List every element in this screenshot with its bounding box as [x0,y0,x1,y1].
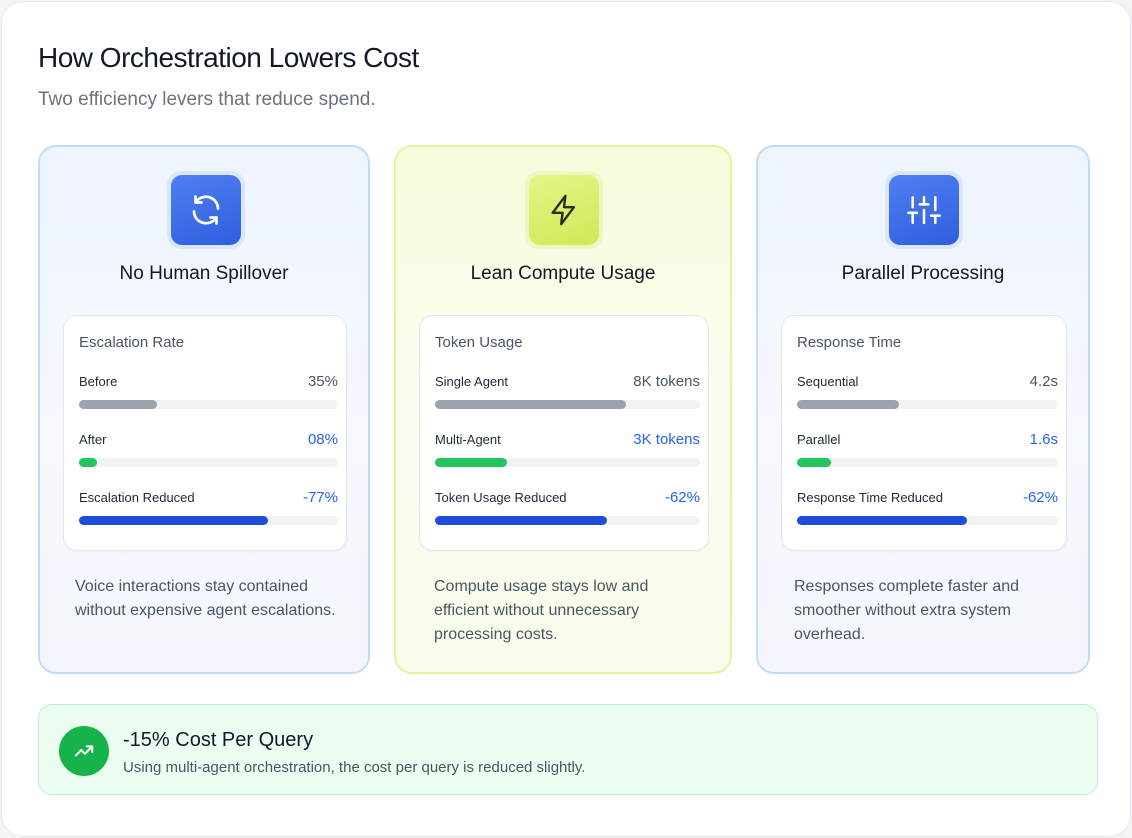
progress-track [435,516,700,525]
row-value: -62% [1022,489,1058,506]
card-title: No Human Spillover [119,263,289,284]
card-icon-wrap [525,171,603,249]
metric-row: Escalation Reduced -77% [79,488,338,528]
metric-row: Before 35% [79,372,338,412]
card-description: Voice interactions stay contained withou… [75,578,336,619]
card-lean-compute-usage: Lean Compute Usage Token Usage Single Ag… [394,145,732,674]
row-label: After [79,432,107,447]
cost-summary-banner: -15% Cost Per Query Using multi-agent or… [38,704,1098,795]
progress-fill [797,400,899,409]
sliders-icon [889,175,959,245]
row-value: -77% [302,489,338,506]
metric-row: Single Agent 8K tokens [435,372,700,412]
metric-row: Token Usage Reduced -62% [435,488,700,528]
progress-track [797,516,1058,525]
row-label: Single Agent [435,374,509,389]
lightning-icon [529,175,599,245]
metric-row: Sequential 4.2s [797,372,1058,412]
progress-track [79,458,338,467]
row-label: Multi-Agent [435,432,501,447]
row-value: 4.2s [1029,373,1058,390]
row-label: Parallel [797,432,841,447]
metric-row: Parallel 1.6s [797,430,1058,470]
metric-box: Token Usage Single Agent 8K tokens Multi… [419,315,709,551]
card-title: Parallel Processing [841,263,1005,284]
row-value: -62% [664,489,700,506]
card-parallel-processing: Parallel Processing Response Time Sequen… [756,145,1090,674]
progress-track [797,458,1058,467]
progress-fill [435,400,626,409]
progress-fill [797,458,831,467]
row-value: 35% [307,373,338,390]
metric-row: Multi-Agent 3K tokens [435,430,700,470]
row-label: Escalation Reduced [79,490,195,505]
progress-track [435,400,700,409]
card-icon-wrap [885,171,963,249]
progress-fill [79,516,269,525]
metric-box: Response Time Sequential 4.2s Parallel 1… [781,315,1067,551]
row-value: 8K tokens [633,373,700,390]
progress-fill [79,458,98,467]
progress-fill [79,400,157,409]
metric-row: After 08% [79,430,338,470]
progress-track [79,400,338,409]
progress-fill [435,458,507,467]
row-value: 3K tokens [633,431,700,448]
banner-text: Using multi-agent orchestration, the cos… [123,759,586,776]
progress-fill [435,516,608,525]
row-label: Before [79,374,118,389]
metric-heading: Response Time [797,334,902,351]
card-icon-wrap [167,171,245,249]
row-value: 08% [307,431,338,448]
metric-heading: Escalation Rate [79,334,185,351]
page-subtitle: Two efficiency levers that reduce spend. [38,89,376,110]
row-label: Token Usage Reduced [435,490,567,505]
trending-up-icon [59,726,109,776]
metric-heading: Token Usage [435,334,523,351]
row-label: Response Time Reduced [797,490,943,505]
card-description: Responses complete faster and smoother w… [794,578,1020,643]
card-description: Compute usage stays low and efficient wi… [434,578,649,643]
page-title: How Orchestration Lowers Cost [38,42,419,73]
progress-track [797,400,1058,409]
row-label: Sequential [797,374,859,389]
card-title: Lean Compute Usage [470,263,656,284]
refresh-icon [171,175,241,245]
banner-title: -15% Cost Per Query [123,729,314,751]
metric-box: Escalation Rate Before 35% After 08% Esc… [63,315,347,551]
row-value: 1.6s [1029,431,1058,448]
metric-row: Response Time Reduced -62% [797,488,1058,528]
progress-track [79,516,338,525]
card-no-human-spillover: No Human Spillover Escalation Rate Befor… [38,145,370,674]
progress-track [435,458,700,467]
progress-fill [797,516,967,525]
